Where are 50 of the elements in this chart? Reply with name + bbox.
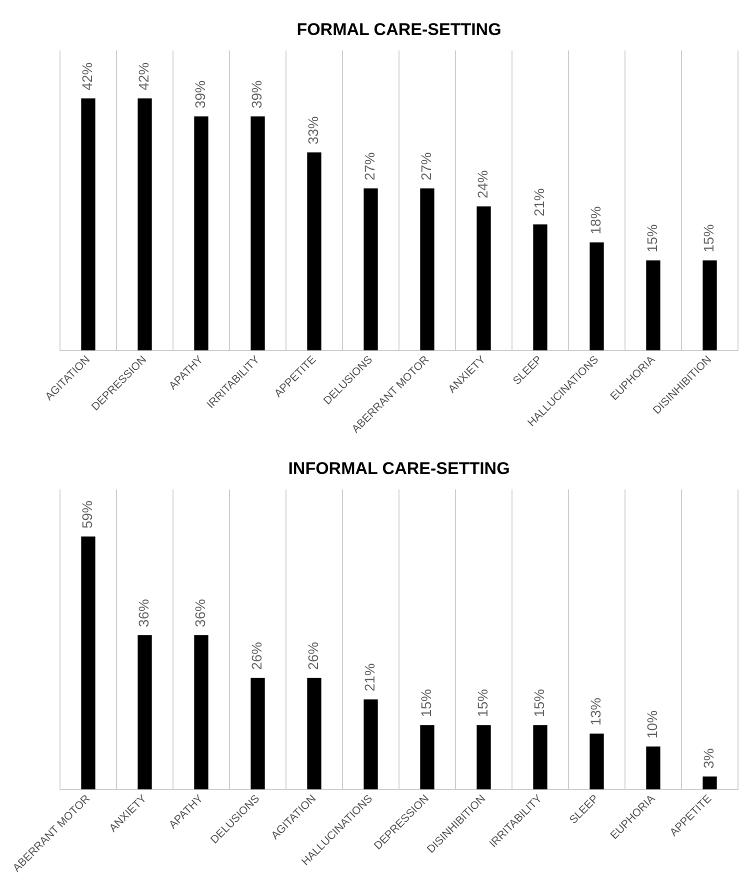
- data-label: 15%: [531, 689, 548, 718]
- bar: [476, 725, 491, 790]
- chart-title: INFORMAL CARE-SETTING: [288, 458, 510, 478]
- bar: [476, 206, 491, 350]
- bar: [81, 536, 96, 790]
- bar: [646, 746, 660, 790]
- bar: [194, 635, 208, 790]
- bar: [250, 678, 265, 790]
- data-label: 10%: [644, 710, 660, 738]
- data-label: 15%: [418, 689, 434, 718]
- bar: [194, 116, 208, 350]
- bar: [420, 188, 434, 350]
- data-label: 3%: [700, 748, 717, 768]
- bar: [533, 224, 548, 350]
- data-label: 15%: [644, 224, 660, 252]
- data-label: 39%: [248, 80, 265, 108]
- chart-title: FORMAL CARE-SETTING: [296, 20, 502, 39]
- bar: [590, 242, 604, 350]
- bar: [702, 776, 717, 790]
- bar: [364, 699, 378, 790]
- data-label: 27%: [418, 152, 434, 180]
- data-label: 26%: [248, 642, 265, 670]
- data-label: 15%: [474, 689, 491, 718]
- bar: [138, 635, 152, 790]
- data-label: 21%: [362, 663, 378, 692]
- data-label: 18%: [588, 206, 604, 234]
- data-label: 33%: [305, 116, 322, 144]
- bar: [702, 260, 717, 350]
- data-label: 24%: [474, 170, 491, 198]
- data-label: 15%: [700, 224, 717, 252]
- data-label: 27%: [362, 152, 378, 180]
- bar: [138, 98, 152, 350]
- data-label: 13%: [588, 698, 604, 726]
- data-label: 36%: [192, 599, 208, 628]
- data-label: 42%: [136, 62, 152, 90]
- data-label: 42%: [79, 62, 96, 90]
- data-label: 26%: [305, 642, 322, 670]
- bar: [533, 725, 548, 790]
- bar: [646, 260, 660, 350]
- data-label: 21%: [531, 188, 548, 216]
- bar: [81, 98, 96, 350]
- data-label: 59%: [79, 500, 96, 529]
- bar: [420, 725, 434, 790]
- data-label: 39%: [192, 80, 208, 108]
- bar: [364, 188, 378, 350]
- bar: [307, 678, 322, 790]
- bar: [307, 152, 322, 350]
- data-label: 36%: [136, 599, 152, 628]
- bar: [590, 734, 604, 790]
- bar: [250, 116, 265, 350]
